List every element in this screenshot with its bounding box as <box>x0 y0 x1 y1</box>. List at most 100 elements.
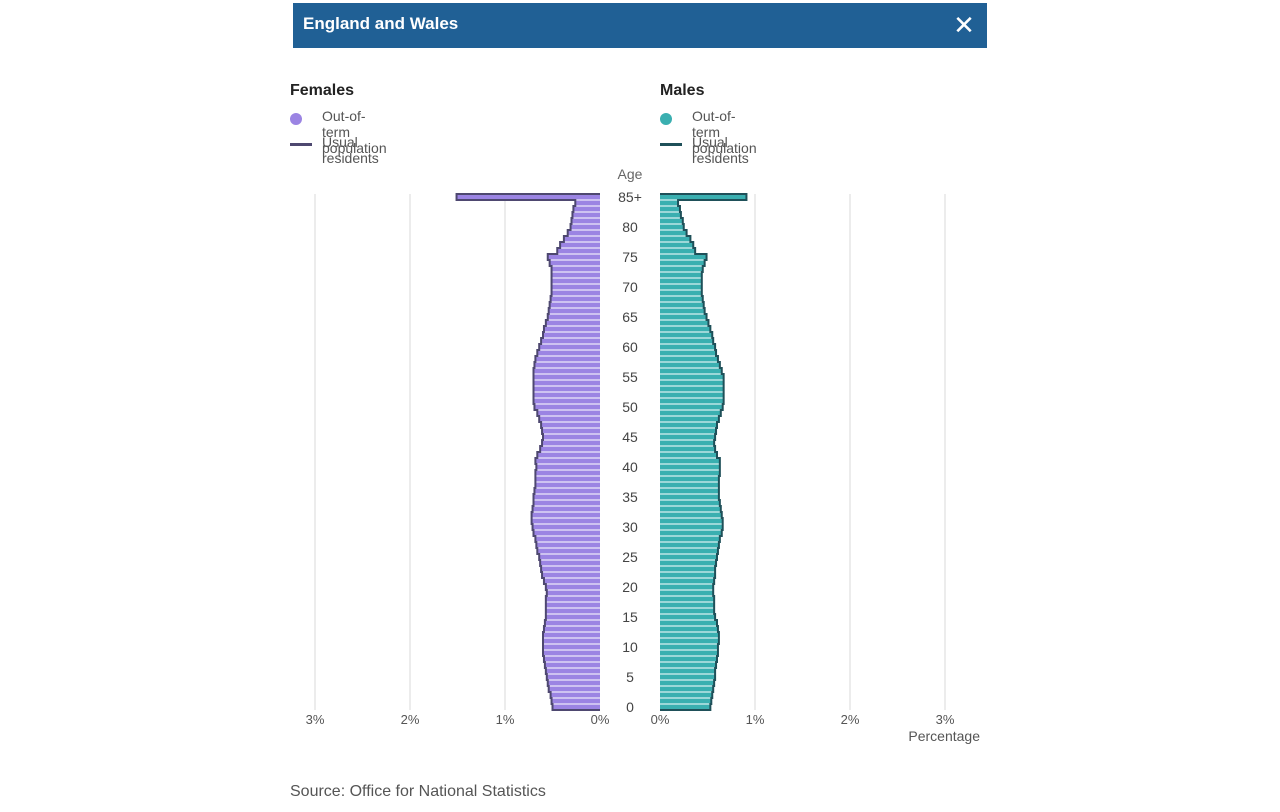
bar-male <box>660 368 722 374</box>
bar-male <box>660 302 704 308</box>
bar-female <box>551 290 600 296</box>
bar-female <box>543 650 600 656</box>
bar-female <box>551 698 600 704</box>
source-note: Source: Office for National Statistics <box>290 783 546 800</box>
bar-male <box>660 530 722 536</box>
bar-male <box>660 674 716 680</box>
bar-female <box>533 374 600 380</box>
bar-female <box>535 458 600 464</box>
bar-female <box>531 518 600 524</box>
bar-female <box>532 506 600 512</box>
bar-female <box>539 344 600 350</box>
bar-female <box>544 662 600 668</box>
legend-males: Males Out-of-term population Usual resid… <box>660 82 757 166</box>
bar-female <box>551 266 600 272</box>
legend-label: Out-of-term population <box>322 108 387 156</box>
bar-female <box>535 356 600 362</box>
bar-male <box>660 422 717 428</box>
age-tick-label: 50 <box>622 399 638 415</box>
bar-female <box>547 680 600 686</box>
bar-male <box>660 542 719 548</box>
bar-female <box>546 590 600 596</box>
x-tick-label-female: 3% <box>306 712 325 727</box>
bar-male <box>660 554 717 560</box>
bar-male <box>660 614 716 620</box>
bar-female <box>539 554 600 560</box>
legend-line-icon <box>290 143 312 146</box>
age-tick-label: 30 <box>622 519 638 535</box>
bar-male <box>660 524 723 530</box>
legend-label: Usual residents <box>692 134 749 166</box>
bar-male <box>660 536 720 542</box>
bar-female <box>543 326 600 332</box>
bar-male <box>660 566 716 572</box>
bar-male <box>660 692 713 698</box>
legend-label: Out-of-term population <box>692 108 757 156</box>
bar-female <box>543 332 600 338</box>
bar-male <box>660 260 705 266</box>
bar-male <box>660 650 718 656</box>
legend-item-male-line: Usual residents <box>660 134 749 166</box>
age-tick-label: 70 <box>622 279 638 295</box>
bar-male <box>660 362 720 368</box>
bar-male <box>660 620 717 626</box>
bar-male <box>660 392 724 398</box>
bar-male <box>660 338 714 344</box>
bar-male <box>660 224 684 230</box>
bar-female <box>539 416 600 422</box>
bar-female <box>571 218 600 224</box>
bar-male <box>660 590 714 596</box>
bar-female <box>533 500 600 506</box>
bar-male <box>660 584 714 590</box>
bar-female <box>560 242 600 248</box>
bar-female <box>545 584 600 590</box>
bar-male <box>660 350 717 356</box>
bar-male <box>660 428 717 434</box>
bar-female <box>543 578 600 584</box>
bar-male <box>660 548 718 554</box>
age-tick-label: 65 <box>622 309 638 325</box>
bar-female <box>550 296 600 302</box>
bar-male <box>660 200 679 206</box>
bar-male <box>660 308 705 314</box>
bar-female <box>543 434 600 440</box>
age-tick-label: 25 <box>622 549 638 565</box>
bar-female <box>544 620 600 626</box>
legend-item-male-bars: Out-of-term population <box>660 108 757 156</box>
bar-male <box>660 482 719 488</box>
close-icon[interactable]: ✕ <box>953 10 975 40</box>
bar-female <box>551 284 600 290</box>
bar-female <box>456 194 600 200</box>
bar-female <box>545 602 600 608</box>
x-tick-label-male: 3% <box>936 712 955 727</box>
bar-female <box>537 452 600 458</box>
bar-male <box>660 446 716 452</box>
bar-female <box>542 572 600 578</box>
bar-female <box>545 596 600 602</box>
bar-male <box>660 206 680 212</box>
bar-female <box>557 248 600 254</box>
bar-female <box>545 320 600 326</box>
bar-female <box>548 308 600 314</box>
legend-label: Usual residents <box>322 134 379 166</box>
bar-male <box>660 356 718 362</box>
age-tick-label: 85+ <box>618 189 642 205</box>
bar-male <box>660 608 715 614</box>
x-tick-label-male: 0% <box>651 712 670 727</box>
bar-female <box>533 530 600 536</box>
bar-female <box>536 542 600 548</box>
bar-male <box>660 632 719 638</box>
bar-male <box>660 572 716 578</box>
bar-female <box>543 626 600 632</box>
bar-female <box>532 524 600 530</box>
bar-male <box>660 194 747 200</box>
age-tick-label: 10 <box>622 639 638 655</box>
legend-line-icon <box>660 143 682 146</box>
bar-female <box>552 704 600 710</box>
bar-female <box>548 686 600 692</box>
bar-male <box>660 662 717 668</box>
bar-female <box>570 224 600 230</box>
age-tick-label: 75 <box>622 249 638 265</box>
bar-female <box>535 476 600 482</box>
usual-residents-line-male <box>660 193 748 711</box>
